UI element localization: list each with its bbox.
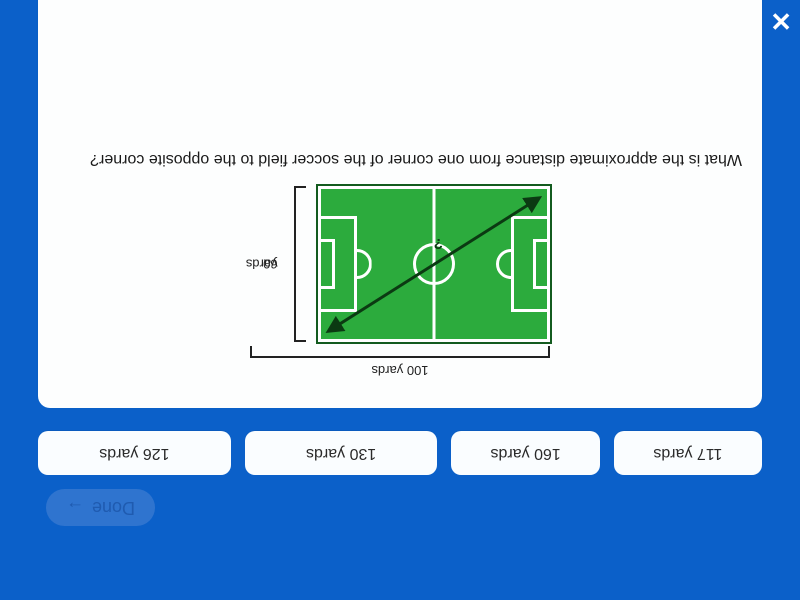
- question-text: What is the approximate distance from on…: [58, 150, 742, 168]
- answer-option[interactable]: 160 yards: [451, 431, 599, 475]
- soccer-field: ?: [318, 186, 550, 342]
- width-measure: 100 yards: [250, 342, 550, 372]
- height-measure: 60 yards: [250, 186, 306, 342]
- done-label: Done: [92, 497, 135, 518]
- answer-option[interactable]: 126 yards: [38, 431, 231, 475]
- height-label: 60 yards: [252, 256, 292, 272]
- diagonal-arrow: [321, 190, 547, 339]
- soccer-field-diagram: 100 yards: [250, 186, 550, 372]
- answer-label: 130 yards: [306, 444, 376, 462]
- width-bracket: [250, 346, 550, 358]
- answer-label: 117 yards: [653, 444, 722, 462]
- done-button[interactable]: Done →: [46, 489, 155, 526]
- answer-option[interactable]: 117 yards: [614, 431, 762, 475]
- answer-label: 126 yards: [99, 444, 169, 462]
- height-bracket: [294, 186, 306, 342]
- width-label: 100 yards: [355, 363, 445, 378]
- close-icon[interactable]: ✕: [770, 8, 792, 34]
- answer-label: 160 yards: [490, 444, 560, 462]
- arrow-right-icon: →: [66, 497, 84, 518]
- answer-row: 117 yards 160 yards 130 yards 126 yards: [38, 431, 762, 475]
- question-card: 100 yards: [38, 0, 762, 408]
- diagonal-label: ?: [434, 235, 443, 252]
- height-unit: yards: [238, 256, 278, 272]
- answer-option[interactable]: 130 yards: [245, 431, 438, 475]
